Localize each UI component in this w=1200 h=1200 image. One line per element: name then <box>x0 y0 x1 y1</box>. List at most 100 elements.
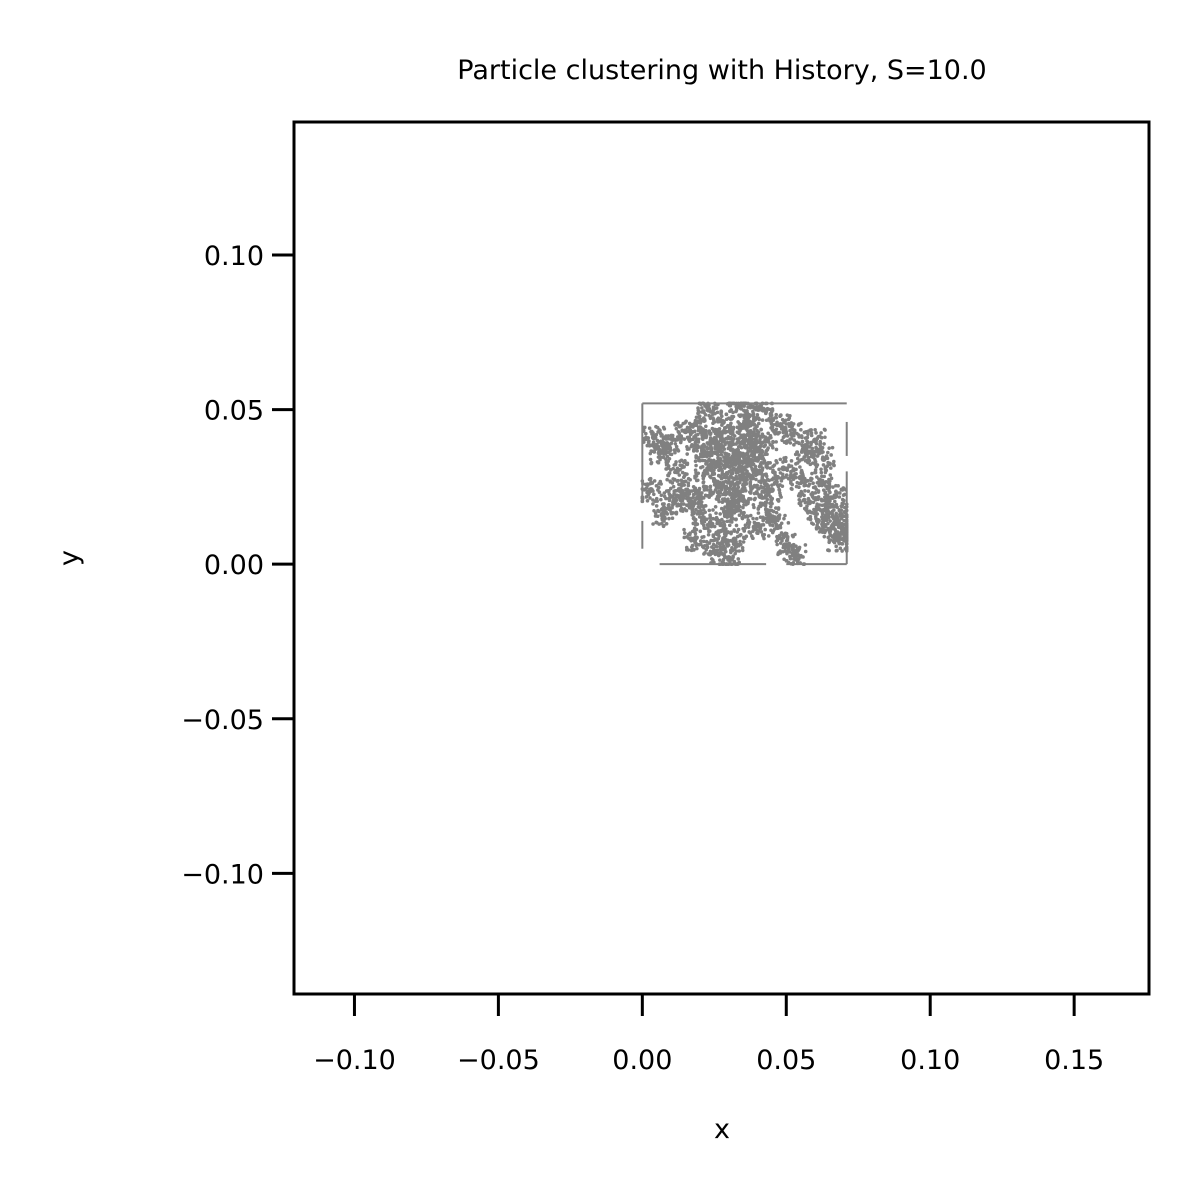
particle-history-point <box>720 484 725 488</box>
particle-history-point <box>656 460 661 465</box>
particle-history-point <box>694 420 699 424</box>
particle-history-point <box>764 461 769 466</box>
particle-history-point <box>739 542 743 547</box>
particle-history-point <box>843 487 848 492</box>
particle-history-point <box>640 496 645 501</box>
particle-history-point <box>708 439 712 444</box>
particle-history-point <box>801 474 805 478</box>
particle-history-point <box>782 434 787 438</box>
particle-history-point <box>832 508 836 512</box>
particle-history-point <box>730 432 735 436</box>
particle-history-point <box>698 421 703 425</box>
particle-history-point <box>691 484 696 489</box>
particle-history-point <box>747 473 752 477</box>
particle-history-point <box>765 401 769 406</box>
particle-history-point <box>670 433 675 438</box>
particle-history-point <box>794 544 798 548</box>
particle-history-point <box>670 506 674 510</box>
particle-history-point <box>739 469 744 474</box>
particle-history-point <box>745 476 749 480</box>
particle-history-point <box>843 505 847 510</box>
particle-history-point <box>792 429 797 433</box>
particle-history-point <box>737 413 741 417</box>
particle-history-point <box>686 532 691 537</box>
particle-history-point <box>746 421 751 425</box>
particle-history-point <box>759 441 764 446</box>
particle-history-point <box>697 415 701 420</box>
particle-history-point <box>739 445 744 450</box>
particle-history-point <box>819 470 824 475</box>
particle-history-point <box>693 531 698 536</box>
particle-history-point <box>827 486 832 490</box>
particle-history-point <box>760 418 765 422</box>
particle-history-point <box>702 488 707 492</box>
particle-history-point <box>774 522 779 527</box>
particle-history-point <box>708 513 712 517</box>
particle-history-point <box>758 495 763 499</box>
particle-history-point <box>708 436 713 440</box>
particle-history-point <box>788 556 793 561</box>
particle-history-point <box>836 539 841 544</box>
particle-history-point <box>677 473 682 477</box>
particle-history-point <box>768 504 773 509</box>
particle-history-point <box>681 496 686 501</box>
particle-history-point <box>734 517 738 521</box>
particle-history-point <box>740 515 744 520</box>
particle-history-point <box>697 490 702 495</box>
particle-history-point <box>779 476 784 480</box>
particle-history-point <box>700 519 705 524</box>
y-tick-label: −0.10 <box>181 859 264 890</box>
particle-history-point <box>680 470 685 475</box>
particle-history-point <box>774 447 779 452</box>
particle-history-point <box>744 417 748 422</box>
particle-history-point <box>805 504 809 508</box>
particle-history-point <box>719 410 724 414</box>
particle-history-point <box>673 441 678 446</box>
particle-history-point <box>658 451 663 455</box>
particle-history-point <box>701 437 705 442</box>
particle-history-point <box>830 526 835 531</box>
particle-history-point <box>788 474 793 479</box>
particle-cluster <box>640 401 849 566</box>
plot-frame <box>292 120 1151 996</box>
particle-history-point <box>688 496 692 501</box>
particle-history-point <box>788 423 793 427</box>
particle-history-point <box>704 428 708 433</box>
particle-history-point <box>671 484 676 489</box>
particle-history-point <box>724 455 729 459</box>
particle-history-point <box>801 555 805 559</box>
particle-history-point <box>714 511 718 515</box>
particle-history-point <box>687 506 692 510</box>
particle-history-point <box>750 444 754 449</box>
particle-history-point <box>693 538 698 542</box>
particle-history-point <box>647 439 651 444</box>
particle-history-point <box>721 562 726 566</box>
particle-history-point <box>834 489 838 494</box>
particle-history-point <box>786 521 791 525</box>
particle-history-point <box>806 496 811 501</box>
particle-history-point <box>743 445 747 450</box>
particle-history-point <box>651 498 655 502</box>
particle-history-point <box>727 489 732 494</box>
particle-history-point <box>703 550 707 555</box>
particle-history-point <box>803 549 808 554</box>
particle-history-point <box>789 459 794 463</box>
particle-history-point <box>741 483 745 487</box>
particle-history-point <box>751 476 756 481</box>
particle-history-point <box>819 483 824 488</box>
particle-history-point <box>734 500 738 505</box>
particle-history-point <box>778 493 783 498</box>
particle-history-point <box>667 516 671 521</box>
particle-history-point <box>730 562 734 566</box>
particle-history-point <box>755 449 759 454</box>
particle-history-point <box>665 437 670 441</box>
particle-history-point <box>684 487 688 492</box>
particle-history-point <box>710 469 714 473</box>
particle-history-point <box>732 562 737 566</box>
particle-history-point <box>715 490 720 495</box>
particle-history-point <box>715 434 719 438</box>
particle-history-point <box>689 545 694 550</box>
particle-history-point <box>795 554 799 558</box>
particle-history-point <box>658 428 662 433</box>
particle-history-point <box>744 534 749 539</box>
